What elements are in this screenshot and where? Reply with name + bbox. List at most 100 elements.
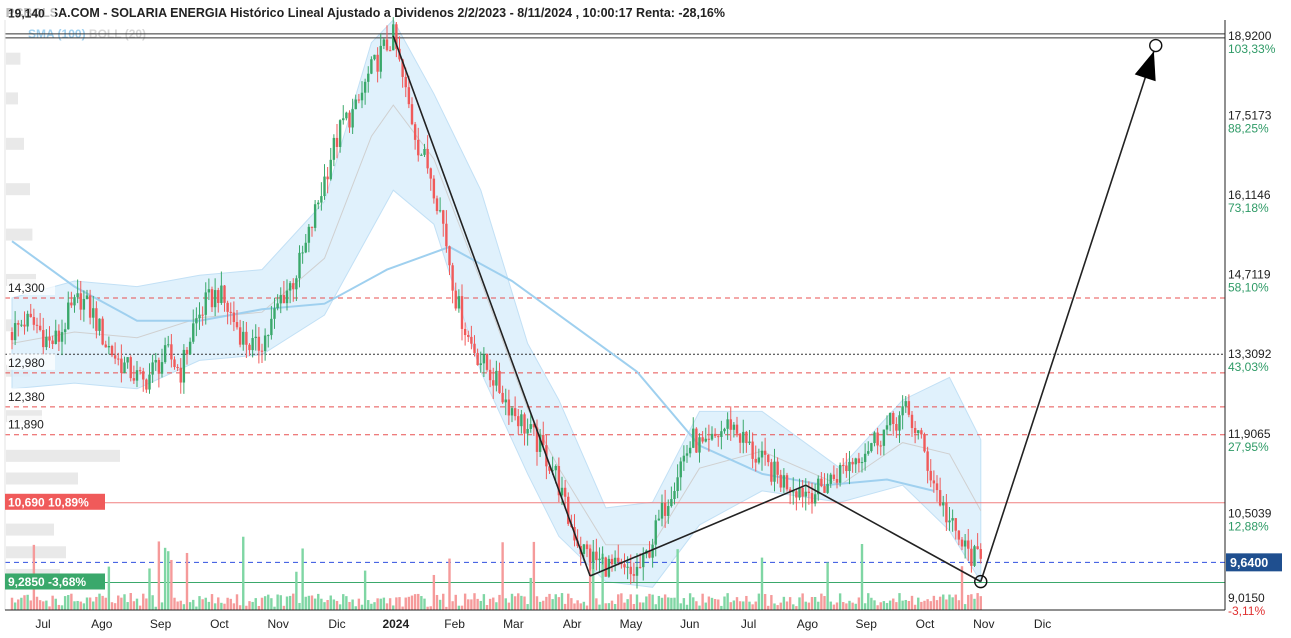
candle-body	[538, 434, 542, 452]
volume-bar	[167, 551, 170, 610]
candle-body	[238, 327, 242, 345]
candle-body	[763, 450, 767, 455]
volume-bar	[851, 602, 854, 610]
candle-body	[673, 491, 676, 500]
volume-bar	[788, 597, 792, 610]
candle-body	[860, 462, 864, 464]
candle-body	[470, 336, 473, 344]
volume-bar	[129, 593, 132, 610]
current-price-badge	[1226, 553, 1282, 572]
candle-body	[417, 139, 420, 156]
volume-bar	[20, 597, 23, 610]
candle-body	[810, 493, 814, 504]
volume-bar	[867, 593, 870, 610]
volume-bar	[748, 601, 751, 610]
volume-bar	[332, 599, 336, 610]
volume-bar	[270, 598, 273, 610]
volume-bar	[267, 594, 270, 610]
volume-bar	[648, 593, 651, 610]
volume-bar	[345, 596, 348, 610]
candle-body	[220, 285, 223, 303]
volume-bar	[288, 595, 292, 610]
volume-bar	[757, 593, 761, 610]
y-tick-pct-label: -3,11%	[1228, 604, 1265, 618]
candle-body	[226, 302, 229, 312]
volume-bar	[592, 561, 595, 610]
candle-body	[288, 283, 292, 291]
candle-body	[723, 428, 726, 432]
candle-body	[42, 330, 45, 348]
volume-bar	[901, 600, 904, 610]
candle-body	[523, 414, 526, 434]
candle-body	[626, 566, 629, 568]
volume-bar	[213, 603, 217, 610]
candle-body	[54, 330, 57, 344]
candle-body	[360, 92, 364, 101]
volume-bar	[245, 605, 248, 610]
horizontal-lines	[5, 33, 1225, 583]
candle-body	[76, 293, 79, 298]
candle-body	[660, 502, 664, 519]
candle-body	[904, 401, 907, 407]
candle-body	[160, 362, 164, 374]
candle-body	[876, 432, 879, 446]
y-tick-pct-label: 73,18%	[1228, 201, 1269, 215]
volume-bar	[538, 601, 542, 610]
candle-body	[595, 551, 598, 561]
candle-body	[176, 367, 179, 369]
volume-bar	[263, 596, 267, 610]
volume-bar	[948, 594, 951, 610]
candle-body	[754, 458, 757, 463]
volume-bar	[542, 600, 545, 610]
volume-bars	[10, 536, 982, 610]
volume-bar	[563, 603, 567, 610]
volume-bar	[310, 595, 314, 610]
volume-bar	[120, 597, 123, 610]
candle-body	[232, 312, 236, 323]
y-tick-pct-label: 58,10%	[1228, 281, 1269, 295]
candle-body	[279, 295, 282, 304]
volume-bar	[938, 596, 942, 610]
candle-body	[432, 178, 436, 199]
volume-bar	[338, 604, 342, 610]
candle-body	[848, 461, 851, 472]
volume-bar	[832, 604, 836, 610]
candle-body	[404, 76, 407, 88]
left-level-label: 12,980	[8, 356, 45, 370]
candle-body	[863, 453, 867, 463]
volume-bar	[448, 558, 451, 610]
candle-body	[292, 283, 295, 290]
volume-bar	[710, 597, 714, 610]
candle-body	[638, 566, 642, 568]
volume-bar	[632, 603, 636, 610]
volume-bar	[13, 602, 17, 610]
candle-body	[557, 466, 561, 496]
candle-body	[923, 434, 926, 452]
x-tick-label: Jul	[741, 617, 756, 631]
candle-body	[101, 318, 104, 345]
volume-bar	[248, 601, 251, 610]
volume-bar	[807, 602, 811, 610]
volume-bar	[504, 598, 507, 610]
candle-body	[588, 549, 592, 563]
volume-bar	[138, 605, 142, 610]
candle-body	[692, 428, 695, 448]
volume-bar	[782, 596, 786, 610]
volume-bar	[826, 562, 829, 610]
candle-body	[510, 408, 514, 416]
volume-profile-bar	[6, 472, 78, 485]
volume-bar	[692, 597, 695, 610]
volume-bar	[88, 597, 92, 610]
volume-bar	[470, 599, 473, 610]
candle-body	[851, 461, 854, 465]
volume-bar	[476, 598, 479, 610]
volume-bar	[404, 597, 407, 610]
volume-bar	[420, 596, 423, 610]
volume-bar	[51, 595, 54, 610]
volume-bar	[413, 594, 417, 610]
volume-bar	[463, 593, 467, 610]
candle-body	[332, 137, 336, 160]
y-tick-pct-label: 103,33%	[1228, 42, 1276, 56]
candle-body	[654, 520, 657, 545]
